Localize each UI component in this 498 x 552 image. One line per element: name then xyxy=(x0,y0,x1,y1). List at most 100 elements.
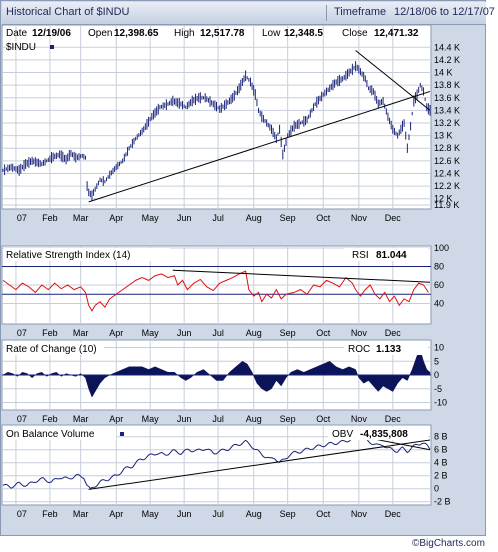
chart-frame: Historical Chart of $INDU Timeframe 12/1… xyxy=(0,0,495,536)
x-tick-label-07: 07 xyxy=(17,414,27,424)
x-tick-label-Dec: Dec xyxy=(385,414,402,424)
x-tick-label-Feb: Feb xyxy=(42,213,58,223)
roc-value-label: ROC xyxy=(348,344,370,355)
obv-title: On Balance Volume xyxy=(6,429,95,440)
roc-value-bg xyxy=(344,342,428,355)
y-tick-label-1: 80 xyxy=(434,262,444,272)
y-tick-label-10: 12.4 K xyxy=(434,168,460,178)
y-tick-label-2: 0 xyxy=(434,370,439,380)
y-tick-label-0: 100 xyxy=(434,243,449,253)
bigcharts-credit: ©BigCharts.com xyxy=(412,538,485,549)
roc-panel: 10 5 0 -5 -10 Rate of Change (10) ROC 1.133 07 Fe… xyxy=(1,339,447,424)
x-tick-label-07: 07 xyxy=(17,509,27,519)
x-tick-label-Mar: Mar xyxy=(73,509,89,519)
timeframe-label: Timeframe xyxy=(334,6,387,18)
price-trendline-1 xyxy=(355,50,431,111)
y-tick-label-8: 12.8 K xyxy=(434,143,460,153)
x-tick-label-Jul: Jul xyxy=(212,213,224,223)
obv-value-bg xyxy=(328,427,428,440)
roc-title: Rate of Change (10) xyxy=(6,344,97,355)
rsi-panel: 100 80 60 40 Relative Strength Index (14) RSI… xyxy=(1,243,449,338)
x-tick-label-Sep: Sep xyxy=(280,213,296,223)
x-tick-label-07: 07 xyxy=(17,328,27,338)
x-tick-label-Jun: Jun xyxy=(177,509,192,519)
y-tick-label-0: 10 xyxy=(434,343,444,353)
obv-value-label: OBV xyxy=(332,429,353,440)
x-tick-label-Oct: Oct xyxy=(316,509,331,519)
x-tick-label-Sep: Sep xyxy=(280,328,296,338)
x-tick-label-Sep: Sep xyxy=(280,509,296,519)
y-tick-label-0: 8 B xyxy=(434,432,448,442)
panel-background xyxy=(1,24,432,210)
rsi-value-label: RSI xyxy=(352,250,369,261)
x-tick-label-Jul: Jul xyxy=(212,509,224,519)
y-tick-label-9: 12.6 K xyxy=(434,156,460,166)
x-tick-label-Jun: Jun xyxy=(177,213,192,223)
y-tick-label-1: 6 B xyxy=(434,445,448,455)
obv-trendline-0 xyxy=(88,439,431,490)
x-tick-label-Feb: Feb xyxy=(42,414,58,424)
price-trendline-0 xyxy=(88,90,431,203)
x-tick-label-Oct: Oct xyxy=(316,328,331,338)
y-tick-label-4: 0 xyxy=(434,484,439,494)
quote-low-label: Low xyxy=(262,28,281,39)
y-tick-label-1: 14.2 K xyxy=(434,55,460,65)
obv-title-bg xyxy=(4,427,116,440)
y-tick-label-12: 12 K xyxy=(434,194,453,204)
x-tick-label-Nov: Nov xyxy=(351,328,368,338)
x-tick-label-Jul: Jul xyxy=(212,328,224,338)
chart-panels-svg: 14.4 K 14.2 K 14 K 13.8 K 13.6 K 13.4 K 13.2 K… xyxy=(1,24,460,519)
rsi-value-bg xyxy=(344,248,428,261)
quote-open-label: Open xyxy=(88,28,112,39)
x-tick-label-Apr: Apr xyxy=(109,328,123,338)
y-tick-label-5: 13.4 K xyxy=(434,105,460,115)
y-tick-label-2: 14 K xyxy=(434,68,453,78)
x-tick-label-Apr: Apr xyxy=(109,414,123,424)
y-tick-label-2: 4 B xyxy=(434,458,448,468)
rsi-title-bg xyxy=(4,248,170,261)
y-tick-label-3: 40 xyxy=(434,299,444,309)
x-tick-label-Nov: Nov xyxy=(351,509,368,519)
quote-low: 12,348.5 xyxy=(284,28,323,39)
x-tick-label-Mar: Mar xyxy=(73,213,89,223)
x-tick-label-Nov: Nov xyxy=(351,213,368,223)
price-legend-swatch xyxy=(50,45,54,49)
x-tick-label-Dec: Dec xyxy=(385,509,402,519)
rsi-series-line xyxy=(2,270,429,312)
x-tick-label-Jun: Jun xyxy=(177,414,192,424)
quote-high-label: High xyxy=(174,28,195,39)
quote-date: 12/19/06 xyxy=(32,28,71,39)
x-tick-label-May: May xyxy=(142,328,160,338)
y-tick-label-13: 11.9 K xyxy=(434,200,459,210)
y-tick-label-4: 13.6 K xyxy=(434,93,460,103)
chart-title: Historical Chart of $INDU xyxy=(6,6,130,18)
roc-value: 1.133 xyxy=(376,344,401,355)
x-tick-label-Mar: Mar xyxy=(73,414,89,424)
obv-value: -4,835,808 xyxy=(360,429,408,440)
y-tick-label-6: 13.2 K xyxy=(434,118,460,128)
x-tick-label-Feb: Feb xyxy=(42,328,58,338)
x-tick-label-May: May xyxy=(142,213,160,223)
y-tick-label-3: -5 xyxy=(434,384,442,394)
obv-panel: 8 B 6 B 4 B 2 B 0 -2 B On Balance Volume OBV -4,… xyxy=(1,424,451,519)
quote-close: 12,471.32 xyxy=(374,28,419,39)
quote-date-label: Date xyxy=(6,28,28,39)
x-tick-label-Mar: Mar xyxy=(73,328,89,338)
y-tick-label-0: 14.4 K xyxy=(434,42,460,52)
x-tick-label-May: May xyxy=(142,414,160,424)
x-tick-label-Aug: Aug xyxy=(246,213,262,223)
x-tick-label-Sep: Sep xyxy=(280,414,296,424)
chart-header: Historical Chart of $INDU Timeframe 12/1… xyxy=(2,2,495,25)
rsi-trendline-0 xyxy=(172,269,431,283)
rsi-value: 81.044 xyxy=(376,250,407,261)
x-tick-label-Apr: Apr xyxy=(109,509,123,519)
quote-high: 12,517.78 xyxy=(200,28,245,39)
x-tick-label-Apr: Apr xyxy=(109,213,123,223)
price-panel: 14.4 K 14.2 K 14 K 13.8 K 13.6 K 13.4 K 13.2 K… xyxy=(1,24,460,223)
roc-title-bg xyxy=(4,342,104,355)
quote-open: 12,398.65 xyxy=(114,28,159,39)
x-tick-label-Jul: Jul xyxy=(212,414,224,424)
y-tick-label-11: 12.2 K xyxy=(434,181,460,191)
y-tick-label-4: -10 xyxy=(434,398,447,408)
y-tick-label-3: 13.8 K xyxy=(434,80,460,90)
